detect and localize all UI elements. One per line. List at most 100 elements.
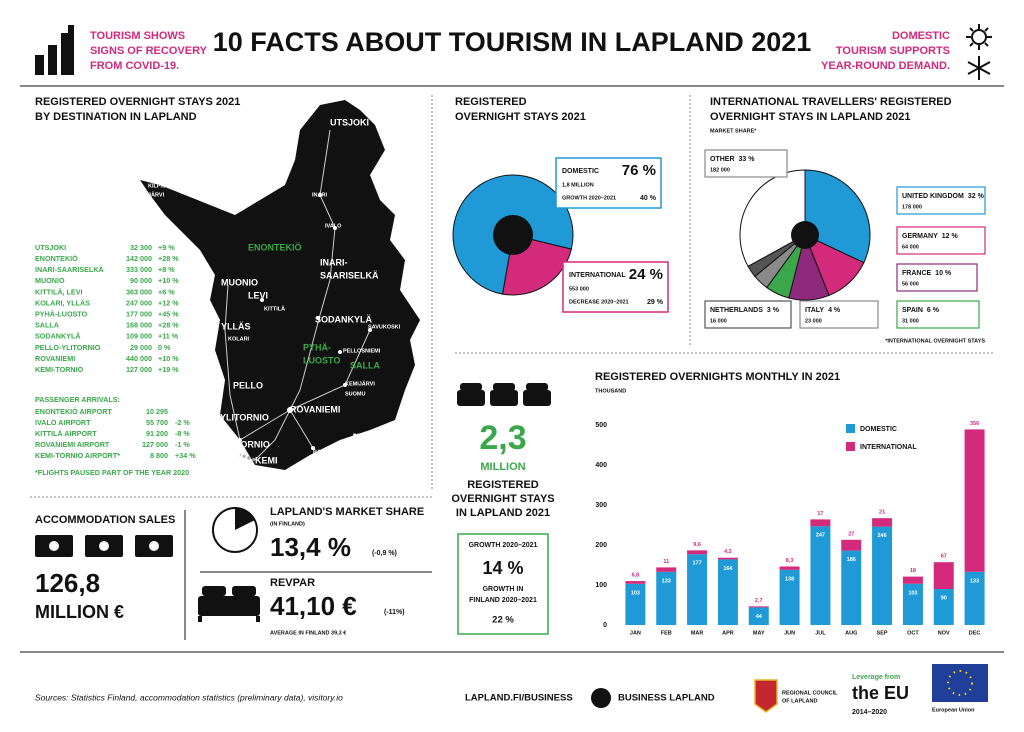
change-value: 29 % (647, 299, 664, 306)
bar-value: 246 (877, 533, 886, 539)
map-label: YLLÄS (221, 321, 251, 331)
callout-box (704, 300, 792, 329)
callout-label: SPAIN 6 % (902, 307, 940, 314)
value-label: 10 % (935, 270, 952, 277)
sun-icon (966, 24, 992, 50)
bar-segment (625, 581, 646, 584)
bar-segment (625, 583, 646, 625)
x-tick-label: OCT (907, 630, 919, 636)
airport-change: -8 % (175, 429, 190, 438)
bar-segment (748, 606, 769, 608)
map-label: SODANKYLÄ (315, 314, 373, 324)
map-label: SAVUKOSKI (368, 324, 401, 330)
bar-value: 2,7 (755, 598, 763, 604)
callout-box (896, 186, 986, 215)
legend-swatch (846, 442, 855, 451)
destination-stays: 127 000 (126, 365, 152, 374)
bar-segment (841, 550, 862, 625)
map-label: KILPIS- (148, 183, 168, 189)
destination-stays: 90 000 (130, 276, 152, 285)
map-label: LUOSTO (303, 355, 340, 365)
growth-value: 14 % (482, 558, 523, 578)
bed-icons (198, 383, 551, 622)
destination-change: 0 % (158, 343, 171, 352)
callout-box (896, 226, 986, 255)
pie-hole (493, 215, 533, 255)
bar-value: 27 (848, 531, 854, 537)
chart-title: REGISTERED OVERNIGHTS MONTHLY IN 2021 (595, 371, 840, 383)
destination-change: +28 % (158, 321, 179, 330)
callout-box (555, 157, 662, 209)
category-label: GERMANY (902, 233, 938, 240)
bar-value: 6,8 (632, 573, 640, 579)
category-label: SPAIN (902, 307, 923, 314)
x-tick-label: JUN (784, 630, 795, 636)
destination-name: ROVANIEMI (35, 354, 75, 363)
bar-value: 8,3 (786, 558, 794, 564)
destination-stays: 440 000 (126, 354, 152, 363)
x-tick-label: APR (722, 630, 734, 636)
map-label: YLITORNIO (220, 412, 269, 422)
eu-leverage: the EU (852, 683, 909, 703)
callout-label: GERMANY 12 % (902, 233, 959, 240)
destination-change: +8 % (158, 265, 175, 274)
destination-name: KITTILÄ, LEVI (35, 287, 83, 296)
destination-change: +19 % (158, 365, 179, 374)
map-label: PELLOSNIEMI (343, 348, 381, 354)
callout-label: OTHER 33 % (710, 156, 755, 163)
revpar-title: REVPAR (270, 577, 315, 589)
chart-title: REGISTERED (455, 96, 527, 108)
legend-swatch (846, 424, 855, 433)
bar-value: 90 (941, 595, 947, 601)
x-tick-label: DEC (969, 630, 981, 636)
map-label: TORNIO (235, 439, 270, 449)
sales-unit: MILLION € (35, 602, 124, 622)
bar-value: 67 (941, 554, 947, 560)
total-caption: REGISTERED (467, 479, 539, 491)
bar-segment (779, 566, 800, 570)
money-icons (35, 535, 173, 557)
map-label: UTSJOKI (330, 117, 369, 127)
callout-box (562, 261, 669, 313)
total-caption: OVERNIGHT STAYS (451, 493, 554, 505)
x-tick-label: JAN (630, 630, 641, 636)
eu-stars (947, 670, 973, 696)
header-note: SIGNS OF RECOVERY (90, 45, 208, 57)
destination-stays: 142 000 (126, 254, 152, 263)
bar-value: 356 (970, 421, 979, 427)
callout-label: UNITED KINGDOM 32 % (902, 193, 985, 200)
map-label: SAARISELKÄ (320, 270, 379, 280)
market-value: 13,4 % (270, 532, 351, 562)
x-tick-label: AUG (845, 630, 857, 636)
eu-leverage: 2014–2020 (852, 709, 887, 716)
callout-label: NETHERLANDS 3 % (710, 307, 780, 314)
chart-note: *INTERNATIONAL OVERNIGHT STAYS (885, 338, 985, 344)
map-label: SUOMU (345, 391, 366, 397)
destination-stays: 333 000 (126, 265, 152, 274)
x-tick-label: MAR (691, 630, 704, 636)
destination-name: UTSJOKI (35, 243, 66, 252)
map-label: RANUA (313, 449, 333, 455)
category-label: OTHER (710, 156, 735, 163)
header-note: FROM COVID-19. (90, 60, 179, 72)
total-value: 2,3 (479, 419, 526, 457)
chart-title: OVERNIGHT STAYS 2021 (455, 111, 586, 123)
bar-value: 11 (663, 559, 669, 565)
callout-box (896, 263, 978, 292)
logo-bars (35, 25, 74, 75)
bar-segment (748, 607, 769, 625)
destination-change: +12 % (158, 298, 179, 307)
destination-stays: 177 000 (126, 310, 152, 319)
growth-box (457, 533, 549, 635)
destination-name: KEMI-TORNIO (35, 365, 84, 374)
category-label: INTERNATIONAL (569, 272, 626, 279)
amount: 1,8 MILLION (562, 182, 594, 188)
bar-value: 4,2 (724, 549, 732, 555)
y-tick-label: 400 (595, 462, 607, 469)
destination-change: +10 % (158, 354, 179, 363)
category-label: NETHERLANDS (710, 307, 763, 314)
destination-change: +6 % (158, 287, 175, 296)
amount: 16 000 (710, 318, 727, 324)
eu-flag (932, 664, 988, 702)
chart-title: INTERNATIONAL TRAVELLERS' REGISTERED (710, 96, 952, 108)
